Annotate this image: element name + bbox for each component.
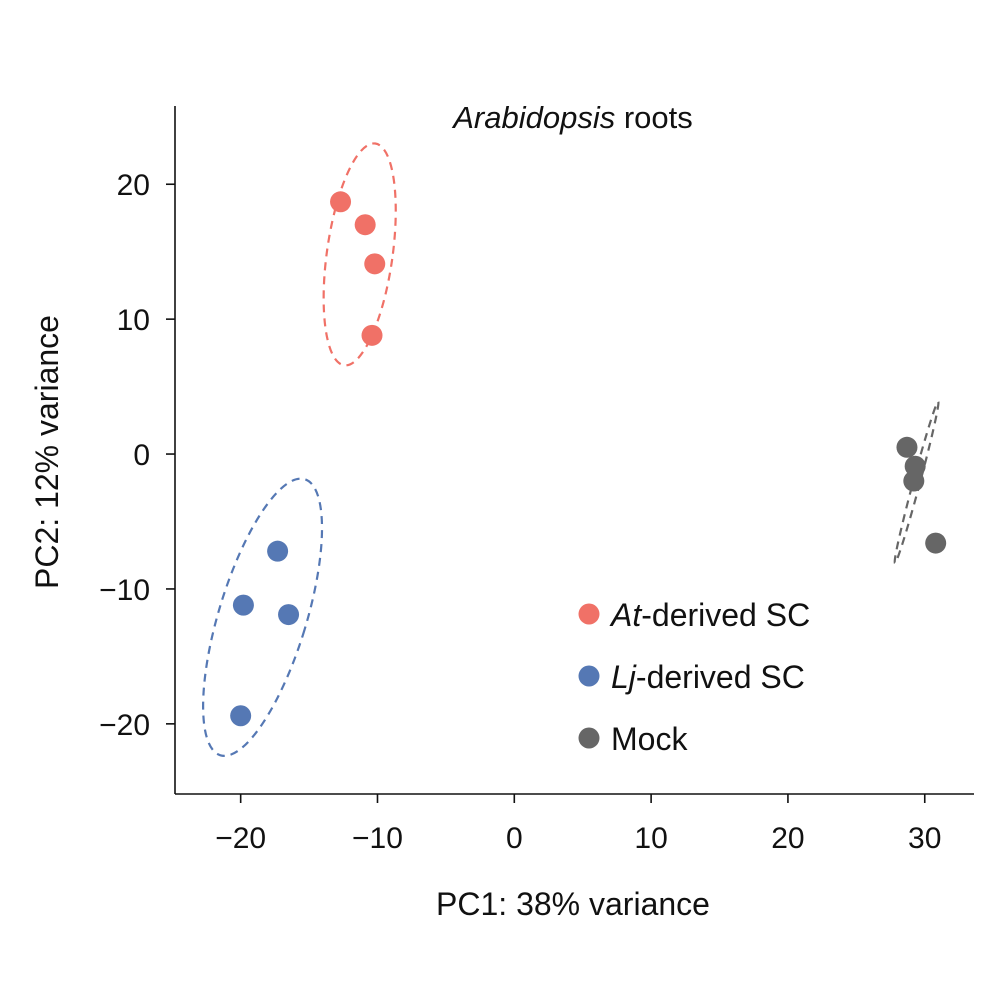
legend: At-derived SC Lj-derived SC Mock	[578, 597, 810, 757]
point-at-derived-sc	[364, 253, 386, 275]
chart-title-rest: roots	[615, 100, 693, 135]
x-tick-label: −20	[215, 822, 266, 855]
legend-label-at-derived-sc: At-derived SC	[609, 597, 810, 633]
point-mock	[925, 532, 947, 554]
legend-label-lj-derived-sc: Lj-derived SC	[611, 659, 805, 695]
y-tick-label: −10	[99, 574, 150, 607]
point-lj-derived-sc	[232, 594, 254, 616]
point-at-derived-sc	[361, 324, 383, 346]
y-tick-label: 10	[117, 304, 150, 337]
point-mock	[896, 436, 918, 458]
point-mock	[903, 470, 925, 492]
y-tick-label: 20	[117, 169, 150, 202]
x-tick-label: 30	[908, 822, 941, 855]
x-tick-label: 0	[506, 822, 523, 855]
point-lj-derived-sc	[278, 604, 300, 626]
legend-marker-lj-derived-sc	[578, 665, 600, 687]
point-lj-derived-sc	[267, 540, 289, 562]
legend-marker-at-derived-sc	[578, 603, 600, 625]
chart-title: Arabidopsis roots	[451, 100, 693, 135]
axes	[174, 106, 974, 795]
data-points	[230, 191, 947, 727]
legend-label-mock: Mock	[611, 721, 688, 757]
point-at-derived-sc	[354, 214, 376, 236]
ellipse-at-derived-sc	[322, 142, 397, 367]
x-axis-title: PC1: 38% variance	[436, 886, 710, 922]
y-axis-title: PC2: 12% variance	[29, 315, 65, 589]
point-lj-derived-sc	[230, 705, 252, 727]
ellipse-lj-derived-sc	[202, 477, 324, 758]
x-tick-label: 20	[771, 822, 804, 855]
legend-marker-mock	[578, 727, 600, 749]
x-tick-label: −10	[352, 822, 403, 855]
y-tick-label: 0	[133, 439, 150, 472]
y-tick-label: −20	[99, 709, 150, 742]
x-tick-label: 10	[634, 822, 667, 855]
ticks: −20 −10 0 10 20 30 −20 −10 0 10 20	[99, 169, 941, 855]
point-at-derived-sc	[330, 191, 352, 213]
chart-title-italic: Arabidopsis	[451, 100, 615, 135]
confidence-ellipses	[202, 142, 940, 758]
